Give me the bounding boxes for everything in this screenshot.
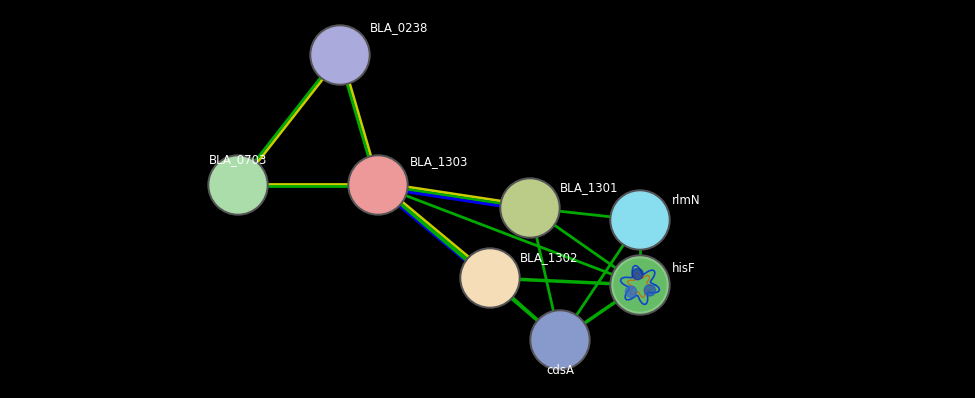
Text: cdsA: cdsA [546,363,574,377]
Circle shape [310,25,370,85]
Text: hisF: hisF [672,261,695,275]
Circle shape [610,190,670,250]
Text: BLA_1303: BLA_1303 [410,156,468,168]
Circle shape [614,259,666,311]
Text: BLA_0703: BLA_0703 [209,154,267,166]
Circle shape [460,248,520,308]
Circle shape [210,157,266,213]
Text: rlmN: rlmN [672,193,701,207]
Circle shape [502,180,558,236]
Text: BLA_1302: BLA_1302 [520,252,578,265]
Circle shape [500,178,560,238]
Text: BLA_1301: BLA_1301 [560,181,618,195]
Circle shape [530,310,590,370]
Circle shape [644,285,655,296]
Text: BLA_0238: BLA_0238 [370,21,428,35]
Circle shape [612,192,668,248]
Circle shape [532,312,588,368]
Circle shape [625,286,637,297]
Circle shape [632,269,644,280]
Circle shape [612,257,668,313]
Circle shape [208,155,268,215]
Circle shape [462,250,518,306]
Circle shape [350,157,406,213]
Circle shape [312,27,368,83]
Circle shape [610,255,670,315]
Circle shape [348,155,408,215]
